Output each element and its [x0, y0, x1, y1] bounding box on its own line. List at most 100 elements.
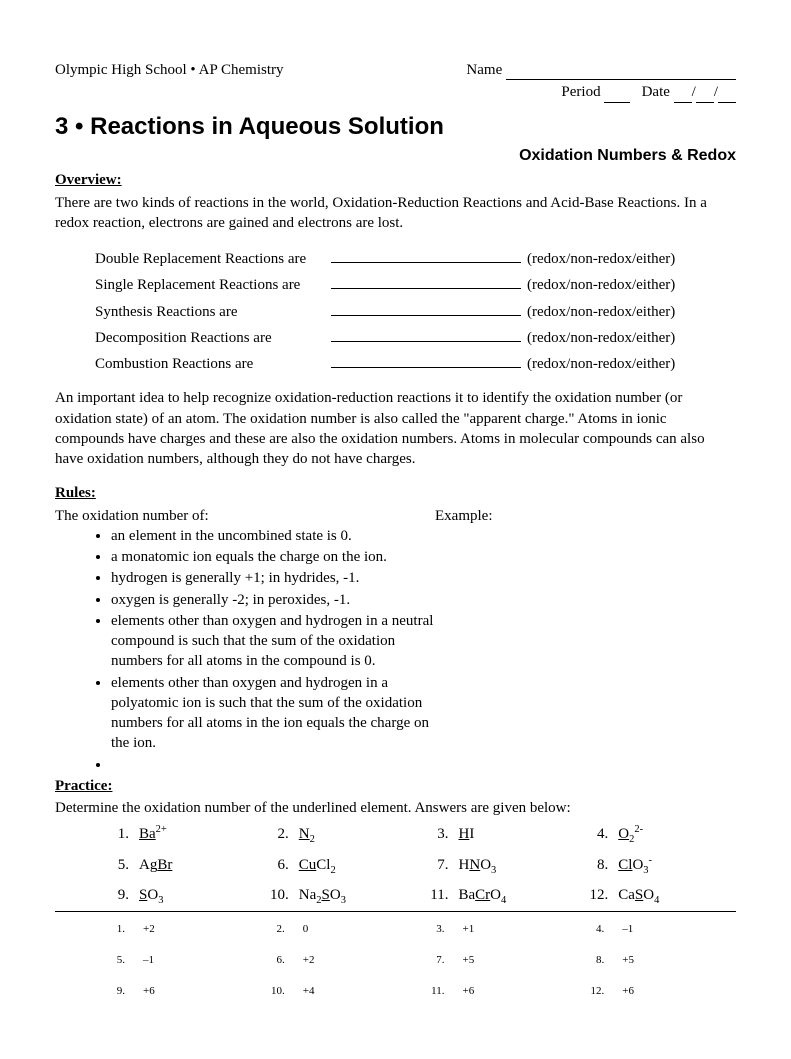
reaction-blank[interactable] [331, 352, 521, 368]
practice-item: 12.CaSO4 [584, 885, 736, 905]
answer-value: +5 [463, 953, 475, 968]
rules-item: elements other than oxygen and hydrogen … [111, 611, 435, 672]
overview-paragraph-1: There are two kinds of reactions in the … [55, 193, 736, 234]
answer-number: 11. [425, 984, 445, 999]
practice-item: 8. ClO3- [584, 855, 736, 875]
header-right-name: Name [466, 60, 736, 80]
answer-item: 3. +1 [425, 922, 577, 937]
answer-value: +6 [463, 984, 475, 999]
reaction-blank[interactable] [331, 326, 521, 342]
rules-intro: The oxidation number of: [55, 506, 435, 526]
practice-intro: Determine the oxidation number of the un… [55, 798, 736, 818]
practice-formula: ClO3- [618, 855, 652, 875]
practice-formula: N2 [299, 824, 315, 844]
reaction-blank[interactable] [331, 247, 521, 263]
overview-paragraph-2: An important idea to help recognize oxid… [55, 388, 736, 469]
answer-item: 12. +6 [584, 984, 736, 999]
answer-item: 8. +5 [584, 953, 736, 968]
answer-number: 4. [584, 922, 604, 937]
practice-item: 9.SO3 [105, 885, 257, 905]
practice-heading: Practice: [55, 778, 112, 794]
title-bullet: • [75, 113, 83, 140]
title-number: 3 [55, 113, 68, 140]
answer-item: 11. +6 [425, 984, 577, 999]
rules-item: an element in the uncombined state is 0. [111, 526, 435, 546]
reaction-row: Synthesis Reactions are (redox/non-redox/… [95, 300, 736, 322]
reaction-options: (redox/non-redox/either) [527, 249, 675, 269]
reaction-label: Synthesis Reactions are [95, 302, 325, 322]
answer-number: 8. [584, 953, 604, 968]
date-blank-2[interactable] [696, 102, 714, 103]
rules-row: The oxidation number of: Example: [55, 506, 736, 526]
answer-number: 12. [584, 984, 604, 999]
answer-number: 2. [265, 922, 285, 937]
practice-formula: BaCrO4 [459, 885, 507, 905]
reaction-blank[interactable] [331, 300, 521, 316]
answer-number: 10. [265, 984, 285, 999]
answer-item: 9.+6 [105, 984, 257, 999]
reaction-label: Combustion Reactions are [95, 354, 325, 374]
answer-item: 7. +5 [425, 953, 577, 968]
practice-number: 5. [105, 855, 129, 875]
practice-number: 4. [584, 824, 608, 844]
practice-number: 11. [425, 885, 449, 905]
date-sep-2: / [714, 84, 718, 100]
answer-number: 3. [425, 922, 445, 937]
period-blank[interactable] [604, 102, 630, 103]
reaction-options: (redox/non-redox/either) [527, 354, 675, 374]
practice-number: 1. [105, 824, 129, 844]
answer-item: 2.0 [265, 922, 417, 937]
practice-number: 8. [584, 855, 608, 875]
reaction-label: Decomposition Reactions are [95, 328, 325, 348]
answer-number: 6. [265, 953, 285, 968]
practice-formula: O22- [618, 824, 643, 844]
overview-heading: Overview: [55, 172, 122, 188]
practice-item: 11. BaCrO4 [425, 885, 577, 905]
practice-item: 6.CuCl2 [265, 855, 417, 875]
reaction-row: Combustion Reactions are (redox/non-redox… [95, 352, 736, 374]
header-bullet: • [190, 62, 195, 78]
reaction-blank[interactable] [331, 273, 521, 289]
answer-value: +5 [622, 953, 634, 968]
answer-value: +6 [622, 984, 634, 999]
answer-number: 1. [105, 922, 125, 937]
answer-value: +1 [463, 922, 475, 937]
rules-item [111, 755, 435, 775]
answer-number: 5. [105, 953, 125, 968]
practice-item: 1.Ba2+ [105, 824, 257, 844]
document-header-row2: Period Date // [55, 82, 736, 102]
answer-number: 9. [105, 984, 125, 999]
header-right-period: Period Date // [561, 82, 736, 102]
date-blank-1[interactable] [674, 102, 692, 103]
page-subtitle: Oxidation Numbers & Redox [55, 145, 736, 167]
reaction-label: Double Replacement Reactions are [95, 249, 325, 269]
answer-item: 1. +2 [105, 922, 257, 937]
title-text: Reactions in Aqueous Solution [90, 113, 444, 140]
date-blank-3[interactable] [718, 102, 736, 103]
answer-value: +2 [303, 953, 315, 968]
practice-number: 3. [425, 824, 449, 844]
practice-number: 9. [105, 885, 129, 905]
practice-item: 4. O22- [584, 824, 736, 844]
practice-formula: HI [459, 824, 475, 844]
practice-number: 10. [265, 885, 289, 905]
answer-value: +2 [143, 922, 155, 937]
answer-item: 10. +4 [265, 984, 417, 999]
answer-grid: 1.+22.03.+14.–15.–16.+27.+58.+59.+610.+4… [105, 922, 736, 999]
practice-formula: CuCl2 [299, 855, 336, 875]
name-blank[interactable] [506, 79, 736, 80]
answer-number: 7. [425, 953, 445, 968]
rules-item: hydrogen is generally +1; in hydrides, -… [111, 568, 435, 588]
period-label: Period [561, 84, 600, 100]
rules-item: elements other than oxygen and hydrogen … [111, 673, 435, 754]
answer-item: 5.–1 [105, 953, 257, 968]
document-header: Olympic High School • AP Chemistry Name [55, 60, 736, 80]
practice-item: 7.HNO3 [425, 855, 577, 875]
reaction-options: (redox/non-redox/either) [527, 328, 675, 348]
practice-item: 2. N2 [265, 824, 417, 844]
answer-value: –1 [622, 922, 633, 937]
answer-value: +4 [303, 984, 315, 999]
reaction-options: (redox/non-redox/either) [527, 302, 675, 322]
practice-number: 2. [265, 824, 289, 844]
school-name: Olympic High School [55, 62, 187, 78]
